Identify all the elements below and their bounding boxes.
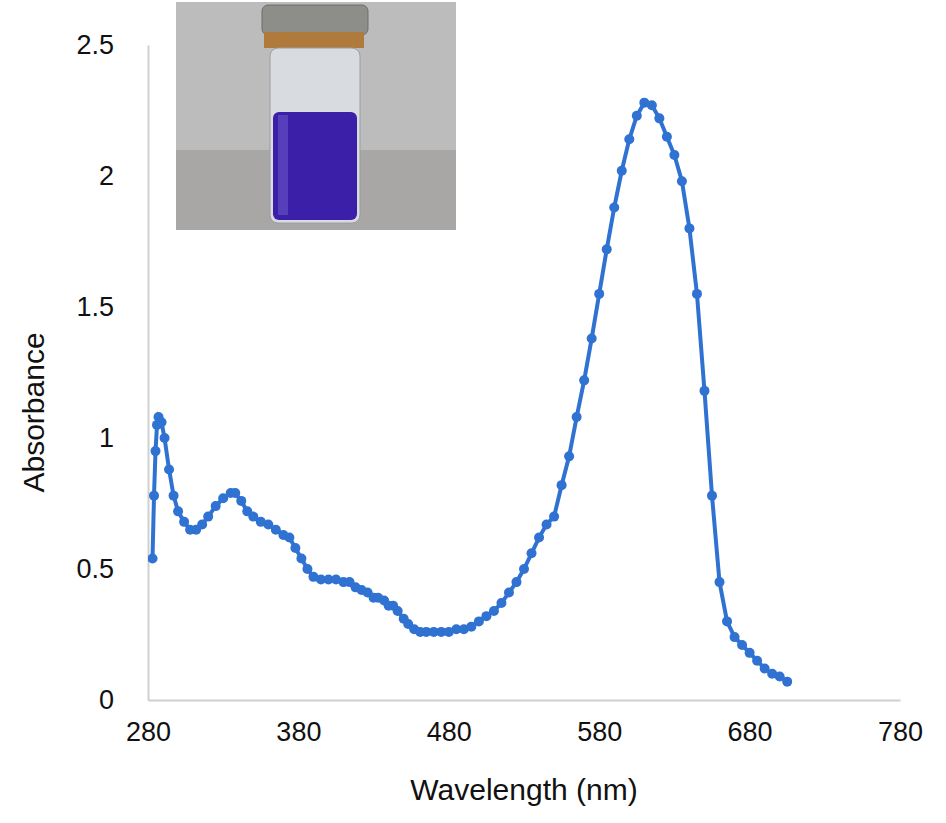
spectrum-line [153, 103, 788, 682]
x-axis-line [149, 700, 901, 702]
data-point [617, 166, 627, 176]
chart: 280 380 480 580 680 780 0 0.5 1 1.5 2 2.5 Wavelength… [0, 0, 946, 823]
x-tick-label: 680 [728, 717, 773, 747]
data-point [662, 132, 672, 142]
x-tick: 380 [276, 700, 321, 747]
vial-cap [262, 5, 368, 35]
data-point [730, 632, 740, 642]
data-point [519, 564, 529, 574]
data-point [587, 333, 597, 343]
y-tick: 2.5 [76, 30, 148, 60]
y-tick-label: 2.5 [76, 30, 114, 60]
data-point [715, 577, 725, 587]
data-point [557, 480, 567, 490]
y-axis: 0 0.5 1 1.5 2 2.5 [76, 30, 148, 715]
y-tick: 0 [99, 685, 148, 715]
data-point [169, 491, 179, 501]
data-point [542, 519, 552, 529]
data-point [549, 512, 559, 522]
y-tick-label: 1.5 [76, 292, 114, 322]
data-point [164, 464, 174, 474]
data-point [296, 554, 306, 564]
data-point [564, 451, 574, 461]
x-tick: 580 [577, 700, 622, 747]
data-point [579, 375, 589, 385]
data-point [722, 616, 732, 626]
y-axis-line [148, 46, 150, 701]
y-tick: 0.5 [76, 554, 148, 584]
x-tick-label: 780 [878, 717, 923, 747]
data-point [393, 606, 403, 616]
y-tick: 1.5 [76, 292, 148, 322]
y-tick-label: 0.5 [76, 554, 114, 584]
data-point [173, 506, 183, 516]
data-point [197, 519, 207, 529]
data-point [489, 606, 499, 616]
data-point [572, 412, 582, 422]
data-point [236, 496, 246, 506]
x-axis: 280 380 480 580 680 780 [126, 700, 923, 747]
data-point [203, 512, 213, 522]
data-point [149, 491, 159, 501]
y-tick-label: 0 [99, 685, 114, 715]
data-point [496, 598, 506, 608]
data-point [511, 577, 521, 587]
y-tick: 2 [99, 161, 148, 191]
vial-glass [270, 48, 360, 223]
data-point [290, 543, 300, 553]
data-point [745, 648, 755, 658]
x-tick: 280 [126, 700, 171, 747]
data-point [692, 289, 702, 299]
x-tick: 480 [427, 700, 472, 747]
data-point [669, 150, 679, 160]
inset-photo [176, 2, 456, 230]
x-tick-label: 380 [276, 717, 321, 747]
data-point [230, 488, 240, 498]
data-point [782, 677, 792, 687]
x-tick-label: 280 [126, 717, 171, 747]
vial-reflection [278, 115, 288, 215]
data-point [647, 100, 657, 110]
data-point [211, 501, 221, 511]
x-tick-label: 480 [427, 717, 472, 747]
data-point [737, 640, 747, 650]
y-axis-title: Absorbance [17, 332, 50, 492]
data-point [179, 517, 189, 527]
data-point [632, 111, 642, 121]
data-point [504, 588, 514, 598]
data-point [752, 656, 762, 666]
y-tick-label: 1 [99, 423, 114, 453]
data-point [707, 491, 717, 501]
data-point [602, 244, 612, 254]
data-point [684, 223, 694, 233]
data-point [677, 176, 687, 186]
data-point [302, 564, 312, 574]
data-point [594, 289, 604, 299]
data-point [160, 433, 170, 443]
data-point [284, 533, 294, 543]
data-point [654, 113, 664, 123]
data-point [157, 417, 167, 427]
vial-seal [264, 32, 364, 48]
plot-marks [148, 98, 792, 687]
data-point [534, 533, 544, 543]
y-tick: 1 [99, 423, 148, 453]
vial-solution [273, 112, 357, 220]
photo-background [176, 2, 456, 230]
x-tick-label: 580 [577, 717, 622, 747]
data-point [624, 134, 634, 144]
data-point [151, 446, 161, 456]
data-point [699, 386, 709, 396]
data-point [527, 548, 537, 558]
y-tick-label: 2 [99, 161, 114, 191]
data-point [148, 554, 158, 564]
data-point [609, 202, 619, 212]
x-tick: 680 [728, 700, 773, 747]
x-tick: 780 [878, 700, 923, 747]
x-axis-title: Wavelength (nm) [410, 773, 637, 806]
